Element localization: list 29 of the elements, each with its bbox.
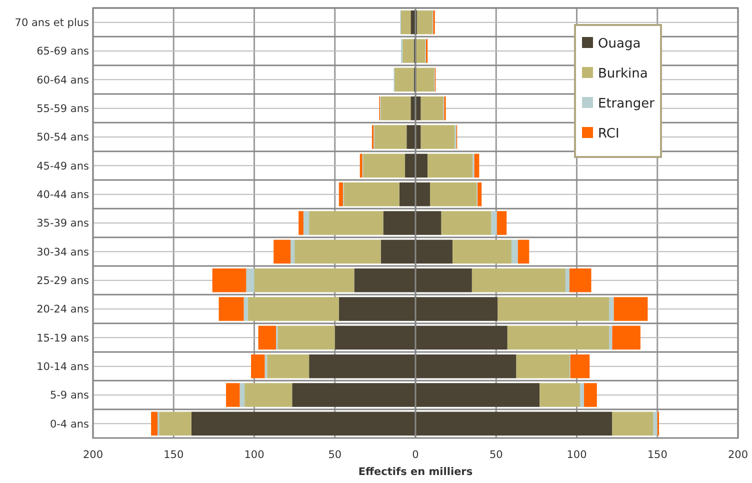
x-tick-label: 0: [412, 449, 419, 461]
y-tick-label: 60-64 ans: [36, 74, 89, 86]
legend-label: RCI: [598, 126, 620, 142]
legend-label: Etranger: [598, 96, 656, 112]
y-tick-label: 55-59 ans: [36, 103, 89, 116]
y-tick-label: 0-4 ans: [50, 418, 89, 430]
legend-label: Ouaga: [598, 36, 641, 52]
x-tick-label: 50: [489, 449, 503, 461]
y-tick-label: 70 ans et plus: [14, 17, 89, 30]
x-tick-label: 200: [82, 449, 104, 461]
y-tick-label: 30-34 ans: [36, 246, 89, 258]
y-tick-label: 50-54 ans: [36, 132, 89, 144]
y-tick-label: 20-24 ans: [36, 304, 89, 316]
x-tick-label: 150: [647, 449, 668, 461]
y-tick-label: 15-19 ans: [36, 332, 89, 344]
x-tick-label: 50: [328, 449, 342, 461]
legend-label: Burkina: [598, 66, 648, 82]
y-tick-label: 45-49 ans: [36, 160, 89, 172]
y-tick-label: 10-14 ans: [36, 361, 89, 374]
y-tick-label: 35-39 ans: [36, 218, 89, 230]
x-tick-label: 100: [566, 449, 587, 461]
x-axis-title: Effectifs en milliers: [358, 466, 473, 478]
y-tick-label: 25-29 ans: [36, 275, 89, 288]
y-tick-label: 5-9 ans: [50, 390, 89, 402]
x-tick-label: 150: [164, 449, 184, 461]
y-tick-label: 65-69 ans: [36, 46, 89, 58]
y-tick-label: 40-44 ans: [36, 189, 89, 202]
x-tick-label: 200: [728, 449, 748, 461]
x-tick-label: 100: [244, 449, 264, 461]
